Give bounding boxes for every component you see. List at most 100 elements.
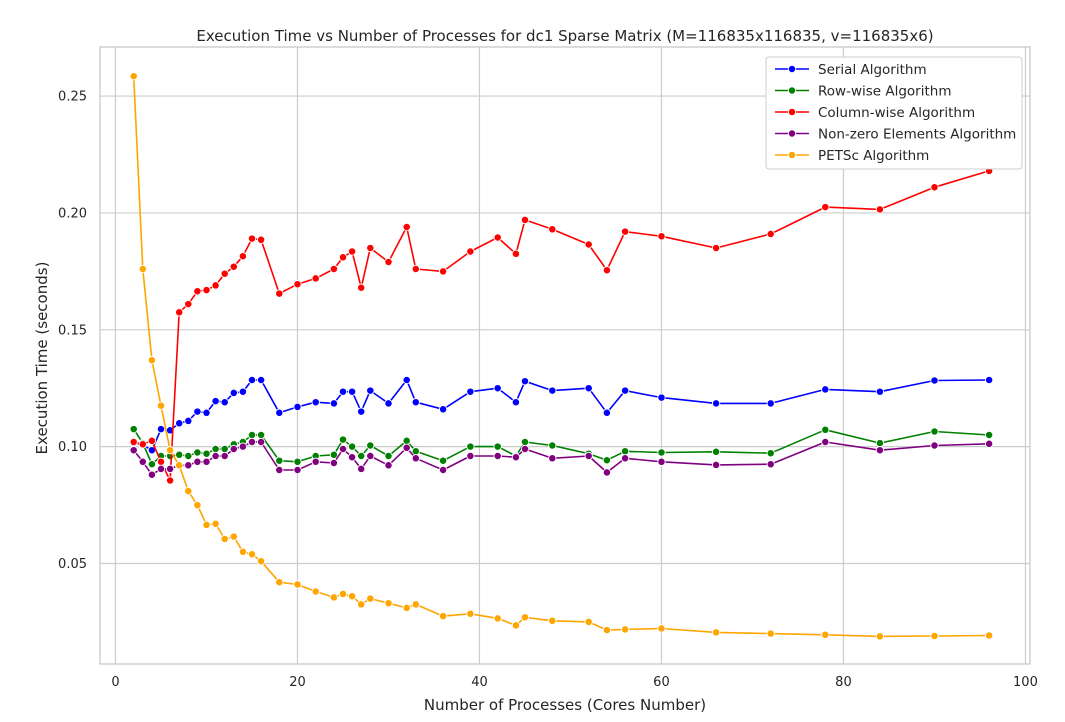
data-point: [711, 447, 721, 456]
data-point: [184, 299, 193, 309]
legend-label: PETSc Algorithm: [818, 148, 929, 164]
data-point: [138, 457, 147, 466]
data-point: [602, 266, 612, 275]
data-point: [238, 547, 248, 556]
data-point: [347, 442, 357, 451]
data-point: [247, 234, 257, 243]
data-point: [584, 451, 593, 461]
data-point: [366, 451, 375, 461]
data-point: [220, 269, 229, 278]
data-point: [411, 264, 420, 274]
legend: Serial Algorithm Row-wise Algorithm Column…: [765, 56, 1023, 170]
legend-item: Non-zero Elements Algorithm: [775, 127, 1016, 143]
data-point: [138, 264, 147, 274]
data-point: [620, 454, 630, 463]
data-point: [511, 249, 521, 258]
data-point: [347, 592, 357, 601]
data-point: [602, 408, 612, 417]
y-tick-label: 0.10: [58, 440, 87, 455]
data-point: [766, 449, 775, 458]
y-axis: 0.05 0.10 0.15 0.20 0.25: [58, 90, 87, 572]
data-point: [184, 486, 193, 496]
data-point: [584, 240, 593, 249]
data-point: [193, 287, 202, 296]
data-point: [511, 621, 521, 630]
data-point: [193, 407, 202, 416]
data-point: [366, 594, 375, 603]
data-point: [357, 407, 366, 416]
data-point: [202, 449, 211, 458]
plot-area-frame: [99, 46, 1031, 665]
data-point: [347, 247, 357, 256]
data-point: [329, 399, 339, 408]
data-point: [620, 625, 630, 634]
data-point: [311, 274, 320, 283]
data-point: [329, 458, 339, 468]
data-point: [602, 625, 612, 635]
legend-marker: [787, 107, 797, 117]
data-point: [875, 387, 885, 396]
data-point: [311, 587, 320, 596]
data-point: [984, 430, 994, 440]
data-point: [711, 628, 721, 637]
data-point: [402, 375, 411, 385]
data-point: [256, 375, 266, 385]
data-point: [766, 460, 775, 469]
data-point: [548, 441, 557, 450]
data-point: [930, 427, 939, 436]
data-point: [175, 308, 184, 317]
data-point: [156, 464, 166, 474]
data-point: [202, 285, 211, 295]
legend-label: Row-wise Algorithm: [818, 84, 951, 100]
legend-marker: [787, 86, 797, 95]
data-point: [147, 460, 157, 469]
data-point: [411, 600, 420, 609]
data-point: [930, 183, 939, 192]
data-point: [438, 405, 448, 414]
data-point: [256, 557, 266, 566]
data-point: [493, 451, 502, 461]
data-point: [584, 617, 593, 627]
data-point: [293, 280, 302, 289]
data-point: [129, 424, 138, 434]
data-point: [247, 437, 257, 447]
data-point: [984, 439, 994, 448]
data-point: [329, 450, 339, 459]
data-point: [366, 441, 375, 450]
x-tick-label: 40: [471, 675, 488, 690]
data-point: [175, 461, 184, 470]
data-point: [347, 453, 357, 462]
data-point: [138, 440, 147, 449]
data-point: [657, 457, 666, 466]
y-tick-label: 0.20: [58, 206, 87, 221]
data-point: [293, 580, 302, 589]
data-point: [275, 578, 284, 587]
data-point: [548, 225, 557, 234]
data-point: [402, 603, 411, 613]
data-point: [875, 632, 885, 641]
data-point: [602, 468, 612, 477]
data-point: [129, 437, 138, 447]
data-point: [275, 465, 284, 475]
data-point: [357, 600, 366, 609]
x-axis: 0 20 40 60 80 100: [111, 675, 1038, 690]
x-tick-label: 80: [835, 675, 852, 690]
data-point: [657, 232, 666, 241]
data-point: [165, 446, 175, 455]
legend-marker: [787, 150, 797, 160]
legend-label: Column-wise Algorithm: [818, 105, 975, 121]
data-point: [165, 476, 175, 485]
data-point: [366, 386, 375, 395]
data-point: [511, 453, 521, 462]
data-point: [620, 386, 630, 395]
data-point: [511, 398, 521, 407]
data-point: [238, 442, 248, 451]
data-point: [211, 519, 220, 528]
data-point: [493, 384, 502, 393]
data-point: [175, 450, 184, 459]
data-point: [293, 465, 302, 475]
data-point: [821, 385, 830, 394]
data-point: [821, 630, 830, 639]
legend-label: Non-zero Elements Algorithm: [818, 127, 1016, 143]
